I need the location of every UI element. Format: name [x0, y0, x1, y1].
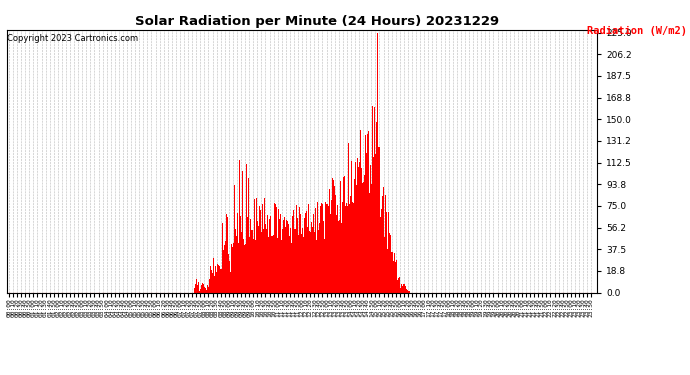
Text: Solar Radiation per Minute (24 Hours) 20231229: Solar Radiation per Minute (24 Hours) 20…: [135, 15, 500, 28]
Text: Radiation (W/m2): Radiation (W/m2): [586, 26, 687, 36]
Text: Copyright 2023 Cartronics.com: Copyright 2023 Cartronics.com: [7, 34, 138, 43]
